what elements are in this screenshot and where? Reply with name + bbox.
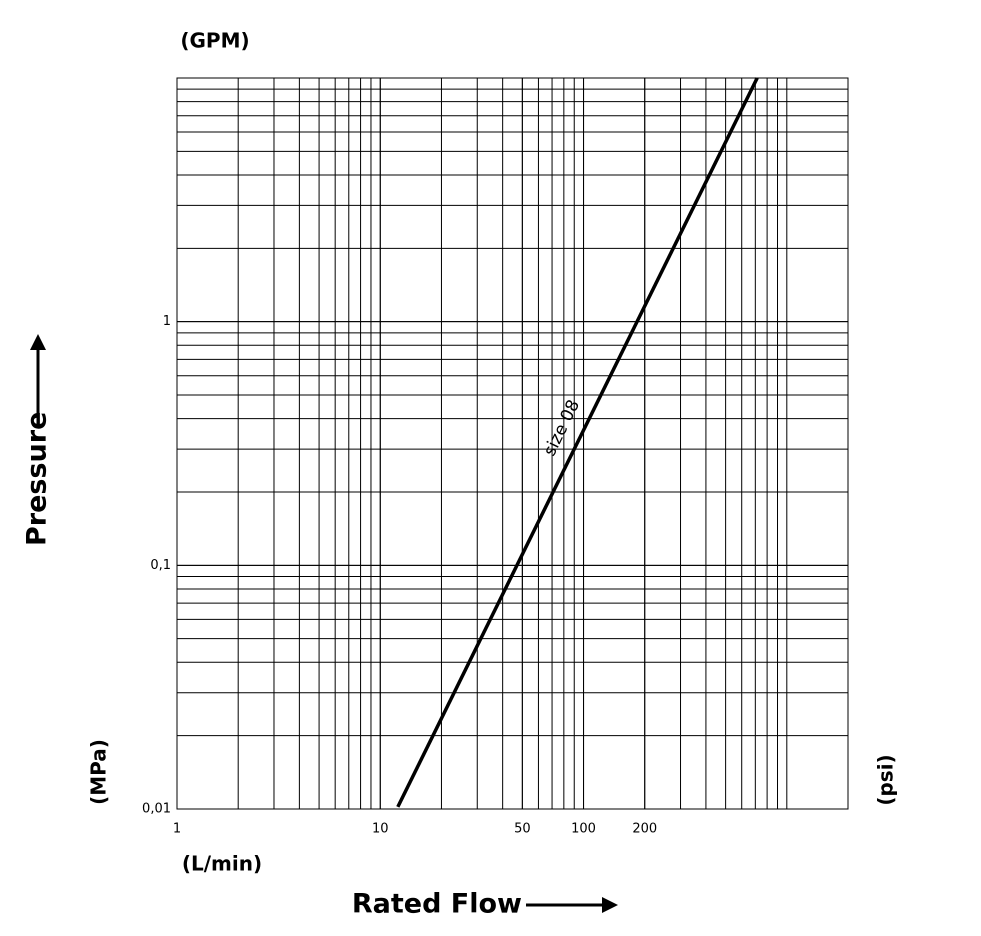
arrow-head [30, 334, 46, 350]
y-tick-label: 1 [163, 314, 171, 329]
arrow-head [602, 897, 618, 913]
x-tick-label: 1 [173, 822, 181, 837]
x-axis-label: Rated Flow [352, 889, 522, 920]
x-tick-label: 200 [632, 822, 657, 837]
unit-label: (GPM) [180, 29, 249, 53]
annotation: size 08 [540, 397, 584, 460]
y-tick-label: 0,01 [142, 802, 171, 817]
unit-label: (MPa) [87, 739, 111, 805]
x-tick-label: 10 [372, 822, 389, 837]
unit-label: (L/min) [182, 852, 262, 876]
series-line [396, 77, 759, 808]
x-tick-label: 50 [514, 822, 531, 837]
unit-label: (psi) [874, 754, 898, 805]
x-tick-label: 100 [571, 822, 596, 837]
y-axis-label: Pressure [22, 412, 53, 546]
plot-frame [176, 77, 849, 810]
y-tick-label: 0,1 [150, 558, 171, 573]
